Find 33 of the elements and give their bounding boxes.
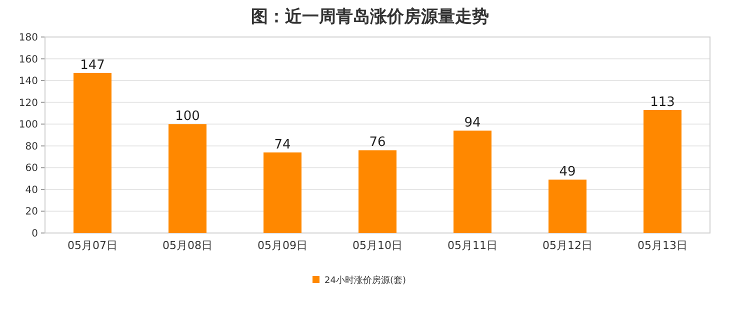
- x-tick-label: 05月08日: [162, 239, 212, 252]
- y-tick-label: 160: [18, 54, 38, 66]
- y-tick-label: 20: [25, 206, 38, 218]
- data-label: 147: [80, 58, 105, 73]
- legend-label: 24小时涨价房源(套): [324, 275, 406, 286]
- bar: [644, 110, 682, 233]
- y-tick-label: 60: [25, 163, 38, 174]
- bar: [264, 152, 302, 233]
- data-label: 94: [464, 116, 481, 131]
- data-label: 76: [369, 135, 386, 150]
- x-tick-label: 05月07日: [68, 239, 118, 252]
- x-tick-label: 05月11日: [448, 239, 498, 252]
- bar: [454, 130, 492, 233]
- bar: [548, 180, 586, 233]
- y-tick-label: 0: [32, 228, 38, 240]
- chart-title: 图：近一周青岛涨价房源量走势: [251, 7, 489, 27]
- y-tick-label: 140: [18, 76, 38, 88]
- x-tick-label: 05月10日: [352, 239, 402, 252]
- x-tick-label: 05月12日: [542, 239, 592, 252]
- x-tick-label: 05月09日: [258, 239, 308, 252]
- x-tick-label: 05月13日: [638, 239, 688, 252]
- data-label: 49: [559, 164, 576, 180]
- y-tick-label: 80: [25, 141, 38, 152]
- bar: [168, 124, 206, 233]
- y-tick-label: 120: [18, 98, 38, 109]
- bar: [358, 150, 396, 233]
- bar: [74, 72, 112, 233]
- data-label: 74: [274, 137, 291, 152]
- y-tick-label: 40: [25, 184, 38, 196]
- y-tick-label: 180: [18, 32, 38, 44]
- y-tick-label: 100: [18, 120, 38, 131]
- data-label: 113: [650, 94, 675, 110]
- data-label: 100: [175, 109, 200, 124]
